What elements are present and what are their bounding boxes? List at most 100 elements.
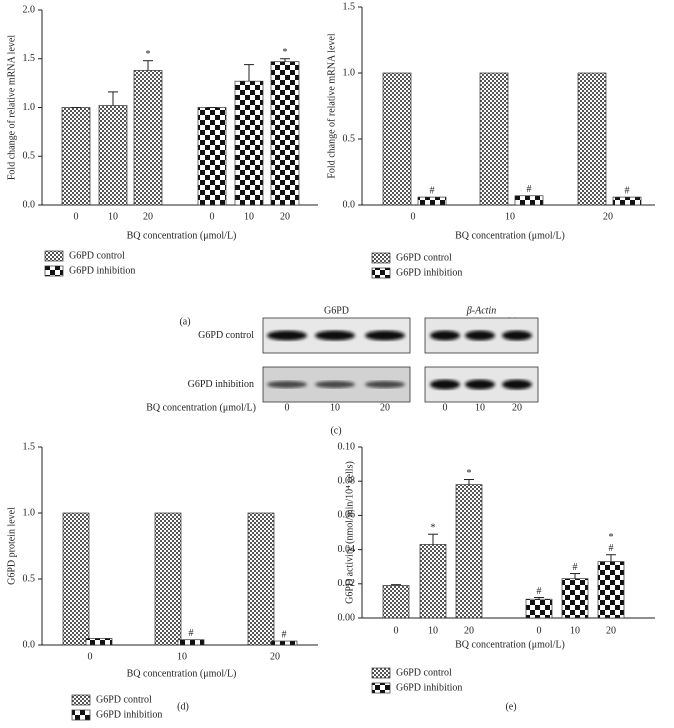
legend-swatch <box>71 709 91 721</box>
blot-band <box>315 381 355 388</box>
x-tick-label: 20 <box>464 625 474 636</box>
legend-label: G6PD inhibition <box>69 265 135 276</box>
y-tick-label: 0.08 <box>338 475 356 486</box>
legend-swatch <box>371 667 391 679</box>
significance-mark: * <box>431 523 436 534</box>
x-tick-label: 0 <box>394 625 399 636</box>
blot-band <box>502 330 532 341</box>
blot-band <box>430 379 460 390</box>
significance-mark: # <box>537 586 542 597</box>
significance-mark: * <box>609 532 614 543</box>
blot-band <box>267 330 307 341</box>
error-bar <box>570 573 580 579</box>
bar <box>270 61 300 206</box>
x-tick-label: 10 <box>108 211 118 222</box>
bar <box>98 105 128 206</box>
blot-row-label: G6PD inhibition <box>188 379 254 390</box>
x-axis-label: BQ concentration (μmol/L) <box>455 639 565 650</box>
bar <box>234 80 264 206</box>
error-bar <box>108 91 118 106</box>
bar <box>577 72 607 206</box>
x-tick-label: 20 <box>280 211 290 222</box>
panel-label: (c) <box>330 425 341 436</box>
blot-band <box>365 330 405 341</box>
bar <box>417 196 447 206</box>
y-tick-label: 1.0 <box>23 507 36 518</box>
blot-band <box>430 330 460 341</box>
lane-label: 10 <box>330 402 340 413</box>
bar <box>62 512 90 646</box>
blot-band <box>465 379 495 390</box>
x-tick-label: 0 <box>411 211 416 222</box>
x-tick-label: 0 <box>537 625 542 636</box>
y-tick-label: 0.10 <box>338 441 356 452</box>
bar <box>382 585 410 619</box>
legend-label: G6PD inhibition <box>96 709 162 720</box>
y-tick-label: 2.0 <box>23 4 36 15</box>
blot-column-label: β-Actin <box>466 305 496 316</box>
significance-mark: * <box>283 47 288 58</box>
x-axis-label: BQ concentration (μmol/L) <box>127 668 237 679</box>
error-bar <box>143 60 153 71</box>
significance-mark: * <box>146 49 151 60</box>
y-tick-label: 1.5 <box>343 1 356 12</box>
x-tick-label: 0 <box>88 651 93 662</box>
legend-label: G6PD inhibition <box>396 682 462 693</box>
legend-swatch <box>371 252 391 264</box>
panel-label: (e) <box>505 701 516 712</box>
panel-label: (d) <box>177 701 189 712</box>
y-axis-label: Fold change of relative mRNA level <box>326 33 337 178</box>
legend-label: G6PD inhibition <box>396 267 462 278</box>
bar <box>514 195 544 206</box>
lane-label: 20 <box>380 402 390 413</box>
blot-band <box>465 330 495 341</box>
x-tick-label: 0 <box>74 211 79 222</box>
bar <box>561 578 589 619</box>
y-tick-label: 0.0 <box>343 199 356 210</box>
significance-mark: # <box>609 543 614 554</box>
y-tick-label: 0.5 <box>343 133 356 144</box>
legend-label: G6PD control <box>96 694 152 705</box>
y-tick-label: 0.0 <box>23 639 36 650</box>
lane-label: 0 <box>285 402 290 413</box>
y-tick-label: 1.0 <box>343 67 356 78</box>
lane-label: 20 <box>512 402 522 413</box>
error-bar <box>534 596 544 600</box>
lane-label: 10 <box>475 402 485 413</box>
y-axis-label: Fold change of relative mRNA level <box>6 35 17 180</box>
x-tick-label: 20 <box>270 651 280 662</box>
bar <box>85 638 113 646</box>
error-bar <box>606 554 616 562</box>
panel-label: (a) <box>179 316 190 327</box>
significance-mark: # <box>189 628 194 639</box>
x-tick-label: 0 <box>210 211 215 222</box>
y-tick-label: 0.0 <box>23 199 36 210</box>
blot-band <box>315 330 355 341</box>
bar <box>382 72 412 206</box>
significance-mark: # <box>625 185 630 196</box>
y-axis-label: G6PD activity (nmol/min/10⁴ cells) <box>344 461 355 604</box>
blot-row-label: G6PD control <box>198 330 254 341</box>
y-tick-label: 1.5 <box>23 441 36 452</box>
significance-mark: # <box>282 629 287 640</box>
bar <box>247 512 275 646</box>
bar <box>197 107 227 206</box>
legend-label: G6PD control <box>396 667 452 678</box>
legend-swatch <box>371 267 391 279</box>
blot-x-label: BQ concentration (μmol/L) <box>146 402 256 413</box>
legend-swatch <box>71 694 91 706</box>
y-tick-label: 1.0 <box>23 102 36 113</box>
x-tick-label: 20 <box>143 211 153 222</box>
error-bar <box>391 584 401 586</box>
error-bar <box>428 533 438 545</box>
legend-swatch <box>44 250 64 262</box>
legend-label: G6PD control <box>396 252 452 263</box>
y-tick-label: 0.04 <box>338 544 356 555</box>
x-tick-label: 10 <box>505 211 515 222</box>
error-bar <box>464 478 474 485</box>
x-tick-label: 10 <box>570 625 580 636</box>
bar <box>154 512 182 646</box>
bar <box>525 598 553 619</box>
y-tick-label: 0.5 <box>23 151 36 162</box>
y-tick-label: 1.5 <box>23 53 36 64</box>
